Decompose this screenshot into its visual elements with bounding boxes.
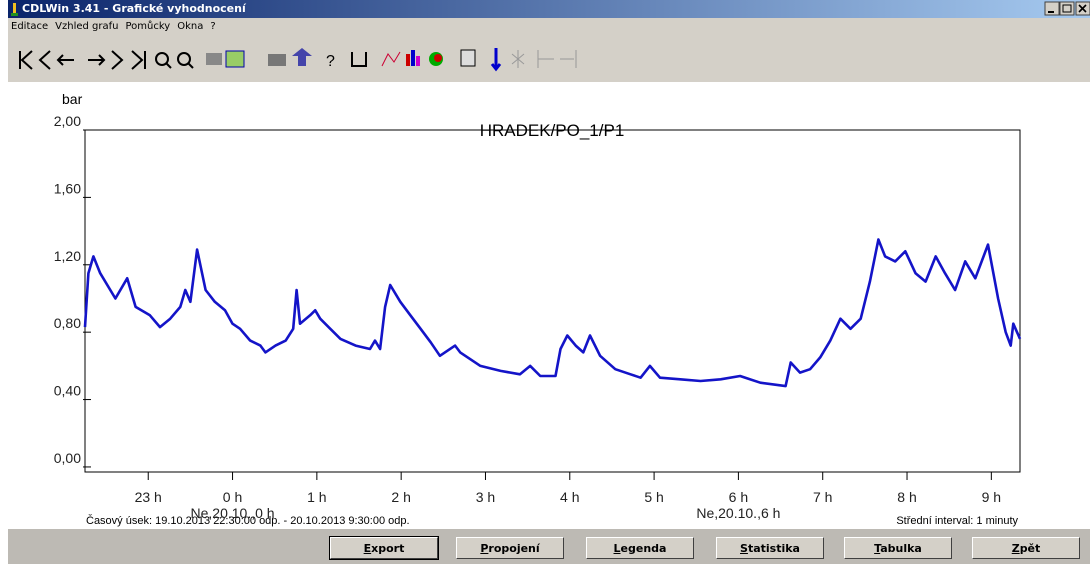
menu-item[interactable]: Editace (11, 21, 49, 32)
menu-item[interactable]: ? (210, 21, 216, 32)
button[interactable]: Export (329, 536, 439, 560)
toolbar-icons[interactable]: ? (8, 36, 708, 82)
data-line (83, 238, 1022, 388)
button-label: Zpět (1011, 542, 1041, 555)
x-tick-label: 6 h (729, 489, 748, 505)
app-icon (11, 3, 18, 16)
chart: bar HRADEK/PO_1/P1 Časový úsek: 19.10.20… (8, 82, 1090, 528)
button[interactable]: Propojení (456, 537, 564, 559)
window-controls[interactable] (1044, 1, 1090, 17)
menu-item[interactable]: Pomůcky (125, 21, 171, 32)
y-tick-label: 1,60 (54, 180, 81, 196)
button[interactable]: Legenda (586, 537, 694, 559)
x-tick-label: 2 h (391, 489, 410, 505)
button[interactable]: Statistika (716, 537, 824, 559)
svg-text:?: ? (326, 53, 335, 70)
button[interactable]: Tabulka (844, 537, 952, 559)
button-bar: Export Propojení Legenda Statistika Tabulka Z… (8, 528, 1090, 564)
x-tick-label: 1 h (307, 489, 326, 505)
button-label: Tabulka (874, 542, 922, 555)
y-tick-label: 2,00 (54, 113, 81, 129)
toolbar: ? (8, 36, 1090, 82)
x-tick-label: 0 h (223, 489, 242, 505)
footer-left: Časový úsek: 19.10.2013 22:30:00 odp. - … (86, 514, 410, 527)
footer-right: Střední interval: 1 minuty (896, 515, 1018, 527)
menu-bar: Editace Vzhled grafu Pomůcky Okna? (8, 18, 220, 36)
x-tick-label: 7 h (813, 489, 832, 505)
x-tick-label: 3 h (476, 489, 495, 505)
y-tick-label: 0,00 (54, 450, 81, 466)
date-label: Ne,20.10.,0 h (191, 505, 275, 521)
button-label: Legenda (613, 542, 667, 555)
x-tick-label: 9 h (982, 489, 1001, 505)
plot-frame (84, 129, 1021, 473)
x-tick-label: 4 h (560, 489, 579, 505)
menu-item[interactable]: Vzhled grafu (55, 21, 119, 32)
date-label: Ne,20.10.,6 h (696, 505, 780, 521)
title-bar: CDLWin 3.41 - Grafické vyhodnocení (8, 0, 1090, 18)
y-tick-label: 0,40 (54, 383, 81, 399)
x-tick-label: 8 h (897, 489, 916, 505)
y-axis-label: bar (62, 91, 83, 107)
x-tick-label: 5 h (644, 489, 663, 505)
button-label: Statistika (740, 542, 800, 555)
menu-item[interactable]: Okna (177, 21, 204, 32)
button[interactable]: Zpět (972, 537, 1080, 559)
button-label: Export (363, 542, 405, 555)
y-tick-label: 0,80 (54, 315, 81, 331)
button-label: Propojení (480, 542, 540, 555)
window-title: CDLWin 3.41 - Grafické vyhodnocení (22, 2, 246, 15)
chart-background (8, 82, 1090, 528)
x-tick-label: 23 h (135, 489, 162, 505)
y-tick-label: 1,20 (54, 248, 81, 264)
